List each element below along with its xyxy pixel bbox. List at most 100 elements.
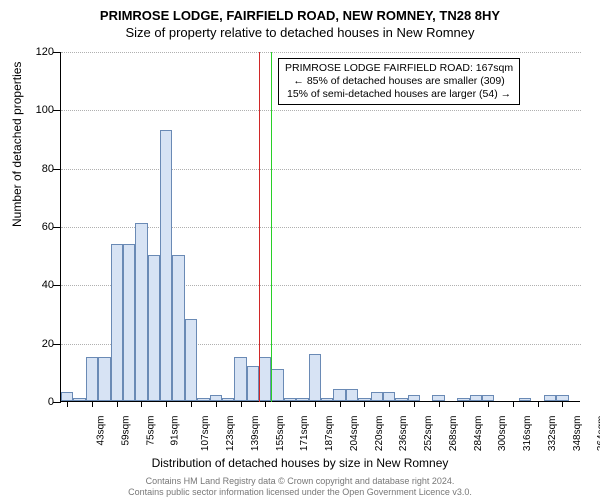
- reference-line: [271, 52, 272, 402]
- annotation-line: ← 85% of detached houses are smaller (30…: [285, 75, 513, 88]
- x-tick: [414, 401, 415, 407]
- x-tick-label: 284sqm: [473, 416, 484, 452]
- reference-line: [259, 52, 260, 402]
- x-tick-label: 364sqm: [597, 416, 600, 452]
- x-tick-label: 332sqm: [547, 416, 558, 452]
- x-tick: [364, 401, 365, 407]
- histogram-bar: [333, 389, 345, 401]
- x-tick-label: 187sqm: [324, 416, 335, 452]
- histogram-bar: [61, 392, 73, 401]
- chart-container: PRIMROSE LODGE, FAIRFIELD ROAD, NEW ROMN…: [0, 0, 600, 500]
- x-tick-label: 220sqm: [374, 416, 385, 452]
- x-tick: [562, 401, 563, 407]
- x-tick-label: 155sqm: [275, 416, 286, 452]
- histogram-bar: [271, 369, 283, 401]
- y-tick-label: 40: [24, 279, 54, 291]
- x-tick-label: 75sqm: [145, 416, 156, 446]
- x-tick: [265, 401, 266, 407]
- histogram-bar: [148, 255, 160, 401]
- x-tick-label: 107sqm: [200, 416, 211, 452]
- annotation-box: PRIMROSE LODGE FAIRFIELD ROAD: 167sqm← 8…: [278, 58, 520, 105]
- x-tick: [463, 401, 464, 407]
- x-tick: [166, 401, 167, 407]
- y-tick: [53, 402, 61, 403]
- histogram-bar: [470, 395, 482, 401]
- histogram-bar: [135, 223, 147, 401]
- y-tick: [53, 285, 61, 286]
- histogram-bar: [309, 354, 321, 401]
- histogram-bar: [383, 392, 395, 401]
- x-tick-label: 91sqm: [170, 416, 181, 446]
- histogram-bar: [123, 244, 135, 402]
- y-tick-label: 60: [24, 221, 54, 233]
- plot-region: 02040608010012043sqm59sqm75sqm91sqm107sq…: [60, 52, 580, 402]
- x-tick-label: 139sqm: [250, 416, 261, 452]
- y-tick: [53, 169, 61, 170]
- histogram-bar: [321, 398, 333, 401]
- footer-line-2: Contains public sector information licen…: [0, 487, 600, 498]
- x-tick: [340, 401, 341, 407]
- x-axis-title: Distribution of detached houses by size …: [0, 456, 600, 470]
- footer-attribution: Contains HM Land Registry data © Crown c…: [0, 476, 600, 498]
- x-tick-label: 123sqm: [225, 416, 236, 452]
- x-tick-label: 204sqm: [349, 416, 360, 452]
- annotation-line: PRIMROSE LODGE FAIRFIELD ROAD: 167sqm: [285, 62, 513, 75]
- annotation-line: 15% of semi-detached houses are larger (…: [285, 88, 513, 101]
- x-tick-label: 252sqm: [423, 416, 434, 452]
- x-tick: [141, 401, 142, 407]
- x-tick-label: 59sqm: [120, 416, 131, 446]
- chart-title: PRIMROSE LODGE, FAIRFIELD ROAD, NEW ROMN…: [0, 0, 600, 23]
- x-tick-label: 316sqm: [522, 416, 533, 452]
- y-tick-label: 120: [24, 46, 54, 58]
- x-tick: [290, 401, 291, 407]
- x-tick: [241, 401, 242, 407]
- x-tick: [191, 401, 192, 407]
- histogram-bar: [185, 319, 197, 401]
- x-tick: [439, 401, 440, 407]
- x-tick: [389, 401, 390, 407]
- x-tick-label: 268sqm: [448, 416, 459, 452]
- x-tick: [488, 401, 489, 407]
- grid-line: [61, 52, 581, 53]
- x-tick: [513, 401, 514, 407]
- footer-line-1: Contains HM Land Registry data © Crown c…: [0, 476, 600, 487]
- x-tick: [315, 401, 316, 407]
- histogram-bar: [519, 398, 531, 401]
- x-tick: [67, 401, 68, 407]
- grid-line: [61, 169, 581, 170]
- x-tick-label: 300sqm: [497, 416, 508, 452]
- x-tick: [92, 401, 93, 407]
- x-tick-label: 348sqm: [572, 416, 583, 452]
- histogram-bar: [395, 398, 407, 401]
- x-tick-label: 236sqm: [398, 416, 409, 452]
- histogram-bar: [73, 398, 85, 401]
- y-tick: [53, 227, 61, 228]
- chart-subtitle: Size of property relative to detached ho…: [0, 25, 600, 40]
- y-tick-label: 100: [24, 104, 54, 116]
- histogram-bar: [111, 244, 123, 402]
- histogram-bar: [172, 255, 184, 401]
- x-tick: [216, 401, 217, 407]
- y-tick-label: 20: [24, 338, 54, 350]
- histogram-bar: [544, 395, 556, 401]
- histogram-bar: [197, 398, 209, 401]
- y-axis-title: Number of detached properties: [10, 62, 24, 227]
- histogram-bar: [247, 366, 259, 401]
- x-tick: [117, 401, 118, 407]
- y-tick: [53, 344, 61, 345]
- x-tick: [538, 401, 539, 407]
- y-tick-label: 0: [24, 396, 54, 408]
- histogram-bar: [222, 398, 234, 401]
- y-tick: [53, 110, 61, 111]
- grid-line: [61, 110, 581, 111]
- histogram-bar: [86, 357, 98, 401]
- chart-area: 02040608010012043sqm59sqm75sqm91sqm107sq…: [60, 52, 580, 402]
- y-tick-label: 80: [24, 163, 54, 175]
- histogram-bar: [296, 398, 308, 401]
- y-tick: [53, 52, 61, 53]
- x-tick-label: 43sqm: [96, 416, 107, 446]
- histogram-bar: [160, 130, 172, 401]
- histogram-bar: [98, 357, 110, 401]
- histogram-bar: [346, 389, 358, 401]
- x-tick-label: 171sqm: [299, 416, 310, 452]
